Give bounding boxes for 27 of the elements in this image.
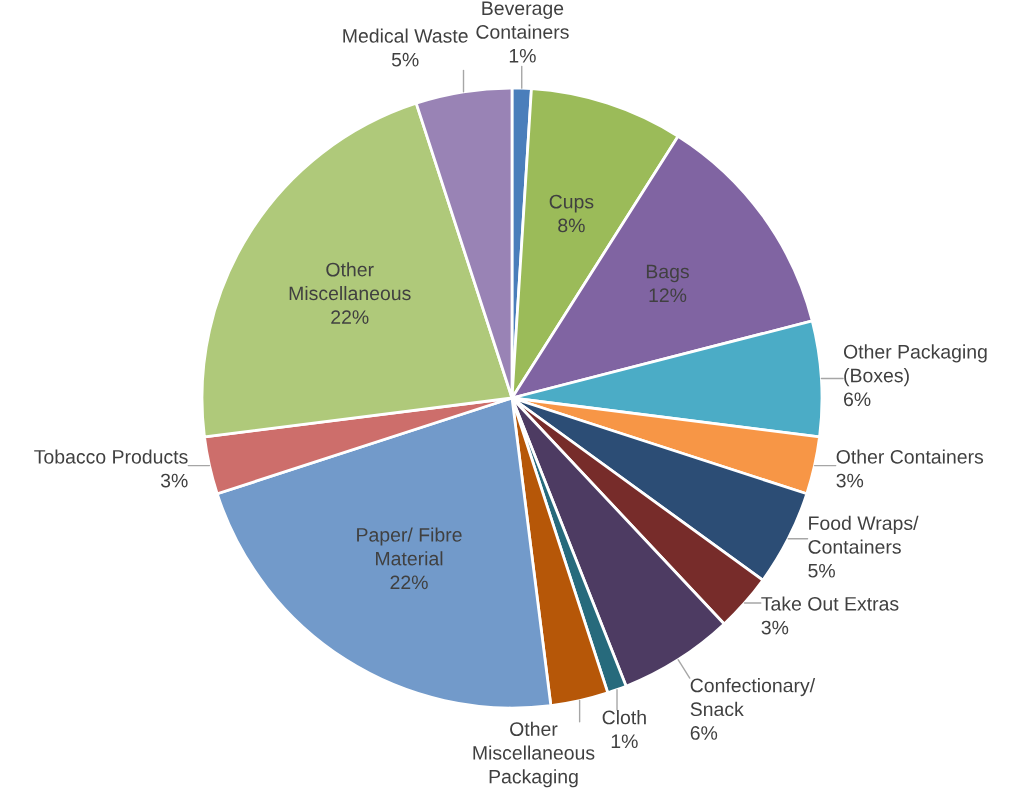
data-label: 5% (808, 563, 835, 578)
data-label: 3% (160, 473, 188, 488)
slice-label: Medical Waste (343, 28, 468, 43)
data-label: 1% (509, 48, 536, 63)
slice-label: Bags (646, 264, 689, 283)
data-label: 3% (761, 620, 789, 635)
slice-label: Other Miscellaneous (289, 262, 411, 301)
data-label: 1% (611, 734, 638, 749)
data-label: 3% (836, 473, 864, 488)
data-label: 6% (844, 392, 871, 407)
slice-label: Other Containers (836, 449, 984, 464)
slice-label: Cups (549, 194, 594, 213)
slice-label: Cloth (602, 710, 646, 725)
slice-label: Tobacco Products (34, 449, 188, 464)
slice-label: Other Packaging (Boxes) (843, 344, 987, 387)
data-label: 22% (331, 310, 369, 324)
slice-label: Beverage Containers (476, 1, 569, 39)
data-label: 6% (690, 726, 718, 740)
slice-label: Food Wraps/ Containers (808, 515, 919, 554)
data-label: 8% (558, 218, 585, 233)
data-label: 12% (649, 288, 687, 303)
data-label: 5% (391, 52, 419, 67)
slice-label: Confectionary/ Snack (690, 678, 816, 717)
data-label: 22% (390, 575, 428, 590)
slice-label: Paper/ Fibre Material (357, 527, 462, 566)
slice-label: Take Out Extras (761, 596, 899, 611)
slice-label: Other Miscellaneous Packaging (473, 721, 595, 788)
